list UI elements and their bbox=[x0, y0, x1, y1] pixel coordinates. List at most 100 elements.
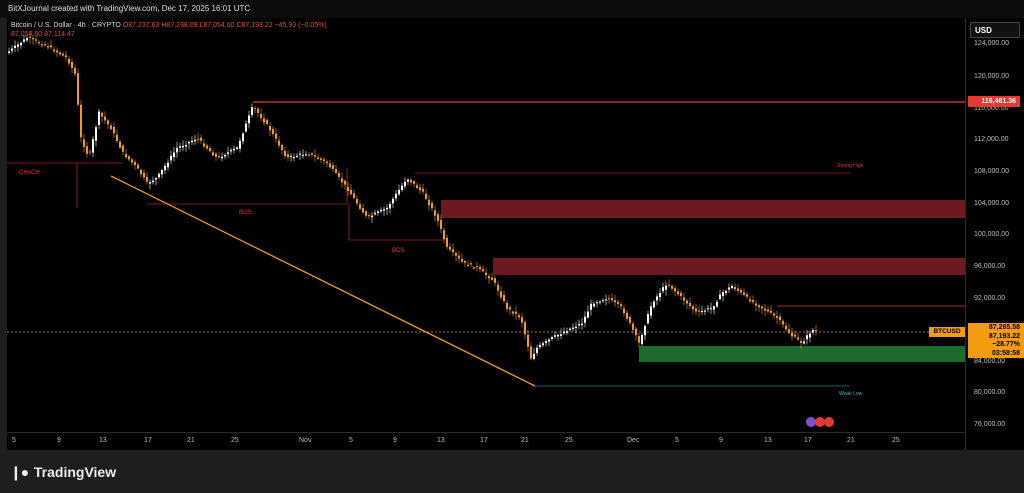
candle-body bbox=[788, 329, 790, 333]
candle-body bbox=[128, 156, 130, 160]
candle-body bbox=[449, 246, 451, 250]
candle-body bbox=[245, 123, 247, 132]
candle-body bbox=[494, 278, 496, 283]
currency-button[interactable]: USD bbox=[970, 22, 1020, 38]
candle-body bbox=[557, 334, 559, 337]
price-tick: 108,000.00 bbox=[974, 168, 1010, 175]
candle-body bbox=[512, 311, 514, 314]
candle-body bbox=[299, 153, 301, 155]
time-tick: 21 bbox=[521, 437, 529, 444]
candle-body bbox=[44, 44, 46, 46]
legend-ohlc: O87,237.63 H87,238.09 L87,054.60 C87,193… bbox=[122, 22, 327, 29]
candle-body bbox=[695, 308, 697, 312]
candle-body bbox=[14, 45, 16, 48]
candle-body bbox=[176, 147, 178, 153]
candle-body bbox=[704, 310, 706, 312]
tradingview-logo[interactable]: ❙● TradingView bbox=[10, 464, 116, 481]
candle-body bbox=[143, 172, 145, 178]
price-tick: 116,000.00 bbox=[974, 105, 1009, 112]
candle-body bbox=[650, 306, 652, 316]
price-tick: 124,000.00 bbox=[974, 40, 1010, 47]
candle-body bbox=[254, 108, 256, 110]
price-tick: 96,000.00 bbox=[974, 263, 1006, 270]
candle-body bbox=[80, 104, 82, 138]
candle-body bbox=[743, 292, 745, 295]
candle-body bbox=[770, 310, 772, 313]
event-flags-icon[interactable] bbox=[805, 416, 837, 428]
candle-body bbox=[302, 154, 304, 156]
candle-body bbox=[497, 284, 499, 291]
candle-body bbox=[170, 155, 172, 161]
candle-body bbox=[8, 51, 10, 53]
candle-body bbox=[533, 353, 535, 359]
candle-body bbox=[26, 38, 28, 41]
candle-body bbox=[140, 169, 142, 175]
candle-body bbox=[446, 237, 448, 247]
candle-body bbox=[251, 107, 253, 116]
candle-body bbox=[155, 178, 157, 180]
candle-body bbox=[419, 187, 421, 191]
candle-body bbox=[689, 303, 691, 307]
candle-body bbox=[269, 125, 271, 131]
candle-body bbox=[50, 45, 52, 48]
symbol-label: BTCUSD bbox=[929, 327, 965, 337]
candle-body bbox=[188, 141, 190, 144]
candle-body bbox=[668, 284, 670, 286]
candle-body bbox=[488, 276, 490, 279]
candle-body bbox=[800, 340, 802, 344]
candle-body bbox=[410, 179, 412, 183]
candle-body bbox=[332, 165, 334, 170]
candle-body bbox=[401, 185, 403, 190]
candle-body bbox=[713, 306, 715, 310]
candle-body bbox=[611, 298, 613, 301]
time-tick: Dec bbox=[627, 437, 640, 444]
candle-body bbox=[326, 161, 328, 164]
price-scale[interactable]: 124,000.00 120,000.00 116,000.00 112,000.00… bbox=[965, 18, 1024, 450]
candle-body bbox=[398, 189, 400, 195]
candle-body bbox=[779, 316, 781, 321]
supply-zone-upper bbox=[441, 200, 965, 218]
candle-body bbox=[692, 306, 694, 310]
time-tick: 21 bbox=[187, 437, 195, 444]
candle-body bbox=[812, 330, 814, 333]
legend-line-1: Bitcoin / U.S. Dollar · 4h · CRYPTO O87,… bbox=[11, 22, 327, 29]
candle-body bbox=[101, 112, 103, 117]
candle-body bbox=[725, 290, 727, 294]
candle-body bbox=[191, 140, 193, 143]
candle-body bbox=[428, 199, 430, 206]
trendline bbox=[110, 175, 536, 387]
candle-body bbox=[416, 185, 418, 189]
candle-body bbox=[347, 186, 349, 191]
candle-body bbox=[77, 73, 79, 105]
candle-body bbox=[239, 140, 241, 149]
candle-body bbox=[194, 139, 196, 142]
candle-body bbox=[95, 127, 97, 141]
candle-body bbox=[635, 328, 637, 336]
time-axis[interactable]: 5 9 13 17 21 25 Nov 5 9 13 17 21 25 Dec 5 9 13 17 21 25 bbox=[7, 432, 965, 450]
candle-body bbox=[509, 307, 511, 310]
candle-body bbox=[218, 156, 220, 158]
candle-body bbox=[629, 316, 631, 323]
candle-body bbox=[83, 139, 85, 147]
candle-body bbox=[89, 151, 91, 153]
candle-body bbox=[152, 180, 154, 183]
candle-body bbox=[368, 215, 370, 217]
candle-body bbox=[560, 334, 562, 336]
candle-body bbox=[764, 308, 766, 311]
chart-pane[interactable]: Bitcoin / U.S. Dollar · 4h · CRYPTO O87,… bbox=[7, 18, 965, 432]
candle-body bbox=[614, 300, 616, 303]
candle-body bbox=[644, 325, 646, 336]
candle-body bbox=[758, 305, 760, 308]
candle-body bbox=[197, 138, 199, 140]
candle-body bbox=[506, 302, 508, 309]
candle-body bbox=[479, 266, 481, 270]
candle-body bbox=[293, 156, 295, 158]
price-chart-svg[interactable] bbox=[7, 18, 965, 432]
candle-body bbox=[356, 198, 358, 204]
candle-body bbox=[383, 209, 385, 211]
legend-line-2: 87,054.60 87,114.47 bbox=[11, 31, 75, 38]
candle-body bbox=[407, 179, 409, 182]
time-tick: 25 bbox=[565, 437, 573, 444]
candle-body bbox=[599, 301, 601, 303]
candle-body bbox=[395, 193, 397, 199]
